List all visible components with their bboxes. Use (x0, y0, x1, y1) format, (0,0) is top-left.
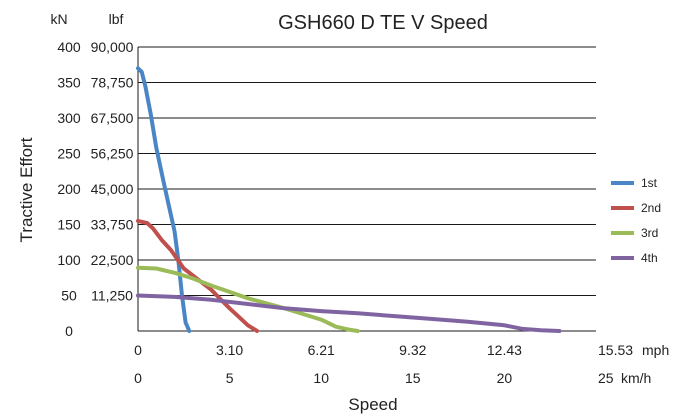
y-tick-kn: 350 (57, 75, 81, 91)
y-tick-lbf: 56,250 (91, 146, 134, 162)
x-tick-mph: 3.10 (216, 342, 243, 358)
legend: 1st 2nd 3rd 4th (611, 176, 661, 265)
y-tick-lbf: 22,500 (91, 252, 134, 268)
y-tick-kn: 200 (57, 181, 81, 197)
y-tick-kn: 400 (57, 39, 81, 55)
y-tick-kn: 150 (57, 217, 81, 233)
y-tick-lbf: 45,000 (91, 181, 134, 197)
y-tick-kn: 250 (57, 146, 81, 162)
x-tick-kmh: 0 (134, 370, 142, 386)
y-tick-lbf: 67,500 (91, 110, 134, 126)
series-line-3rd (136, 265, 360, 333)
y-tick-lbf: 90,000 (91, 39, 134, 55)
y-unit-lbf: lbf (109, 11, 124, 27)
y-axis-label: Tractive Effort (17, 137, 36, 242)
y-tick-kn: 100 (57, 252, 81, 268)
x-tick-kmh: 5 (226, 370, 234, 386)
legend-label-3rd: 3rd (641, 226, 658, 240)
x-tick-kmh: 20 (497, 370, 513, 386)
y-tick-lbf: 78,750 (91, 75, 134, 91)
grid (138, 46, 596, 296)
x-tick-mph: 0 (134, 342, 142, 358)
x-tick-kmh: 25 (598, 370, 614, 386)
x-tick-kmh: 15 (405, 370, 421, 386)
series-line-2nd (136, 218, 260, 333)
x-tick-mph: 12.43 (487, 342, 522, 358)
x-tick-mph: 15.53 (598, 342, 633, 358)
y-tick-lbf: 33,750 (91, 217, 134, 233)
x-tick-mph: 9.32 (399, 342, 426, 358)
series-line-1st (136, 66, 192, 333)
x-unit-kmh: km/h (621, 370, 651, 386)
y-tick-kn: 0 (65, 323, 73, 339)
x-unit-mph: mph (642, 342, 669, 358)
series-line-4th (136, 293, 562, 333)
y-tick-kn: 300 (57, 110, 81, 126)
legend-label-2nd: 2nd (641, 201, 661, 215)
x-axis-label: Speed (348, 395, 397, 414)
chart-title: GSH660 D TE V Speed (278, 12, 488, 34)
y-tick-kn: 50 (61, 288, 77, 304)
y-unit-kn: kN (50, 11, 67, 27)
y-tick-lbf: 11,250 (91, 288, 133, 304)
x-tick-mph: 6.21 (308, 342, 335, 358)
x-tick-kmh: 10 (313, 370, 329, 386)
legend-label-1st: 1st (641, 176, 658, 190)
legend-label-4th: 4th (641, 251, 658, 265)
series-layer (136, 66, 562, 333)
